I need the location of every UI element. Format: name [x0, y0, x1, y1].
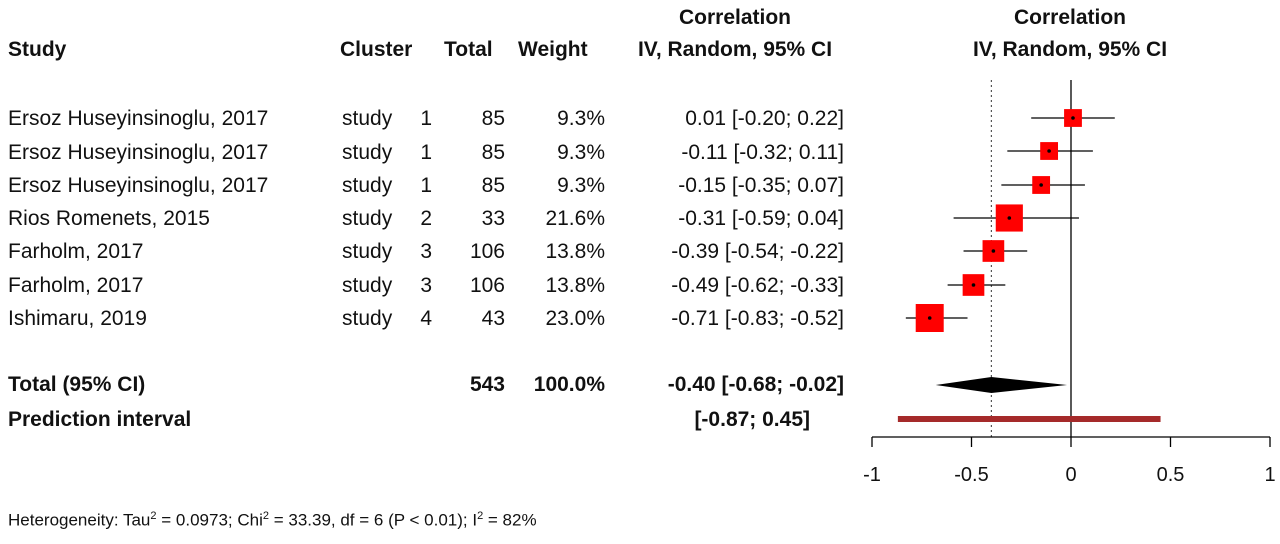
header-weight: Weight [518, 38, 588, 61]
cluster-label: study [342, 141, 393, 164]
hetero-i-val: = 82% [483, 510, 537, 530]
study-name: Ishimaru, 2019 [8, 307, 147, 330]
weight-value: 13.8% [545, 274, 605, 297]
hetero-prefix: Heterogeneity: Tau [8, 510, 151, 530]
total-weight: 100.0% [533, 373, 605, 396]
prediction-ci-text: [-0.87; 0.45] [694, 408, 810, 431]
weight-value: 9.3% [557, 107, 605, 130]
cluster-label: study [342, 307, 393, 330]
ci-text: 0.01 [-0.20; 0.22] [685, 107, 844, 130]
header-total: Total [444, 38, 493, 61]
header-study: Study [8, 38, 67, 61]
ci-text: -0.31 [-0.59; 0.04] [678, 207, 844, 230]
hetero-tau-val: = 0.0973; Chi [156, 510, 263, 530]
cluster-label: study [342, 274, 393, 297]
total-value: 85 [481, 174, 505, 197]
x-tick-label: 0.5 [1157, 464, 1185, 486]
study-point-estimate [971, 283, 976, 287]
cluster-number: 3 [420, 274, 432, 297]
total-value: 106 [469, 274, 505, 297]
weight-value: 21.6% [545, 207, 605, 230]
x-tick-label: -1 [863, 464, 881, 486]
total-label: Total (95% CI) [8, 373, 146, 396]
header-plot-line2: IV, Random, 95% CI [972, 38, 1168, 61]
weight-value: 9.3% [557, 141, 605, 164]
study-name: Farholm, 2017 [8, 240, 144, 263]
ci-text: -0.15 [-0.35; 0.07] [678, 174, 844, 197]
x-tick-label: -0.5 [954, 464, 988, 486]
weight-value: 9.3% [557, 174, 605, 197]
study-point-estimate [1007, 216, 1012, 220]
prediction-label: Prediction interval [8, 408, 192, 431]
total-n: 543 [469, 373, 505, 396]
study-point-estimate [927, 316, 932, 320]
hetero-chi-val: = 33.39, df = 6 (P < 0.01); I [268, 510, 478, 530]
study-point-estimate [1071, 116, 1075, 120]
ci-text: -0.11 [-0.32; 0.11] [681, 141, 844, 164]
study-name: Ersoz Huseyinsinoglu, 2017 [8, 107, 269, 130]
study-point-estimate [1039, 183, 1043, 187]
ci-text: -0.39 [-0.54; -0.22] [671, 240, 844, 263]
study-point-estimate [1047, 149, 1051, 153]
study-name: Rios Romenets, 2015 [8, 207, 210, 230]
heterogeneity-text: Heterogeneity: Tau2 = 0.0973; Chi2 = 33.… [8, 510, 537, 531]
cluster-number: 1 [420, 174, 432, 197]
cluster-number: 1 [420, 141, 432, 164]
cluster-label: study [342, 207, 393, 230]
prediction-interval-bar [897, 416, 1161, 422]
cluster-number: 3 [420, 240, 432, 263]
cluster-number: 1 [420, 107, 432, 130]
total-value: 85 [481, 141, 505, 164]
weight-value: 23.0% [545, 307, 605, 330]
header-ci-line1: Correlation [678, 6, 791, 29]
total-value: 85 [481, 107, 505, 130]
cluster-number: 4 [420, 307, 432, 330]
total-ci-text: -0.40 [-0.68; -0.02] [667, 373, 844, 396]
study-name: Farholm, 2017 [8, 274, 144, 297]
pooled-diamond [935, 377, 1068, 393]
study-point-estimate [991, 249, 996, 253]
header-ci-line2: IV, Random, 95% CI [637, 38, 833, 61]
header-plot-line1: Correlation [1013, 6, 1126, 29]
total-value: 106 [469, 240, 505, 263]
ci-text: -0.49 [-0.62; -0.33] [671, 274, 844, 297]
hetero-chi-sup: 2 [262, 510, 269, 522]
x-tick-label: 1 [1264, 464, 1275, 486]
cluster-label: study [342, 240, 393, 263]
study-name: Ersoz Huseyinsinoglu, 2017 [8, 174, 269, 197]
header-cluster: Cluster [340, 38, 413, 61]
hetero-i-sup: 2 [477, 510, 484, 522]
ci-text: -0.71 [-0.83; -0.52] [671, 307, 844, 330]
total-value: 33 [481, 207, 505, 230]
cluster-label: study [342, 174, 393, 197]
weight-value: 13.8% [545, 240, 605, 263]
study-name: Ersoz Huseyinsinoglu, 2017 [8, 141, 269, 164]
x-tick-label: 0 [1065, 464, 1076, 486]
hetero-tau-sup: 2 [150, 510, 157, 522]
total-value: 43 [481, 307, 505, 330]
cluster-label: study [342, 107, 393, 130]
cluster-number: 2 [420, 207, 432, 230]
